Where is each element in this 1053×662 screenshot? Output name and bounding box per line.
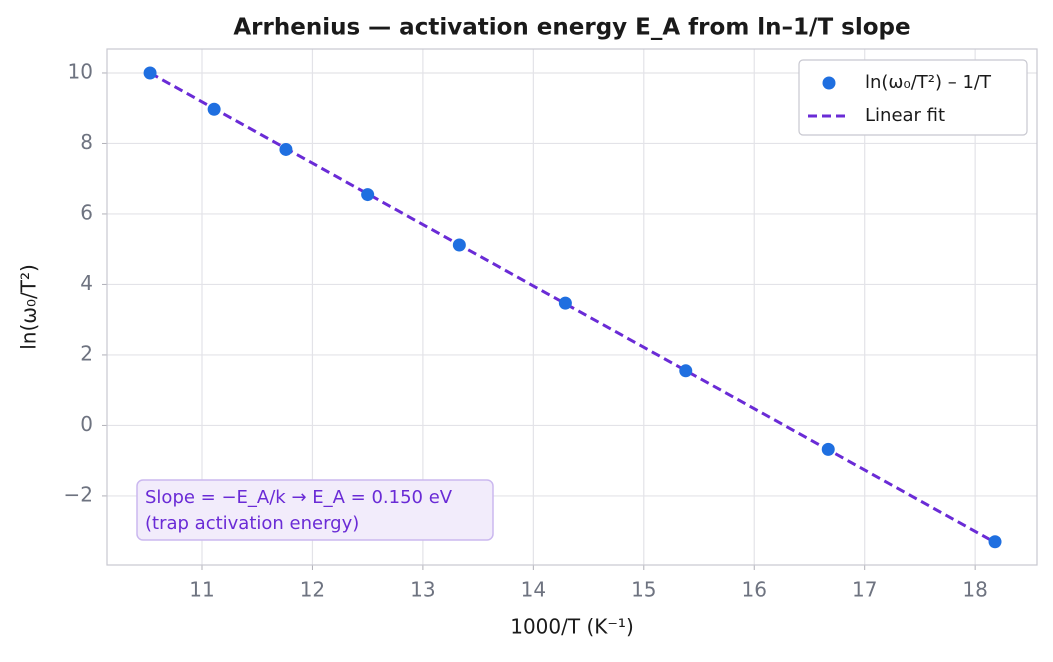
legend-label: ln(ω₀/T²) – 1/T [865, 72, 992, 93]
x-tick-label: 12 [300, 578, 325, 602]
data-point [821, 442, 835, 456]
x-tick-label: 15 [631, 578, 656, 602]
data-point [558, 296, 572, 310]
data-point [988, 535, 1002, 549]
legend: ln(ω₀/T²) – 1/T Linear fit [798, 59, 1028, 136]
y-tick-label: 4 [80, 271, 93, 295]
y-tick-label: 2 [80, 341, 93, 365]
y-tick-label: −2 [64, 482, 93, 506]
x-tick-label: 13 [410, 578, 435, 602]
chart-title: Arrhenius — activation energy E_A from l… [233, 15, 910, 41]
x-axis-label: 1000/T (K⁻¹) [510, 615, 634, 639]
x-tick-label: 14 [521, 578, 546, 602]
legend-box [798, 59, 1028, 136]
x-tick-label: 11 [189, 578, 214, 602]
annotation-box [136, 479, 494, 541]
data-point [207, 102, 221, 116]
x-tick-label: 18 [962, 578, 987, 602]
y-tick-label: 6 [80, 200, 93, 224]
y-axis-label: ln(ω₀/T²) [17, 264, 41, 350]
y-tick-label: 8 [80, 130, 93, 154]
data-point [143, 66, 157, 80]
y-tick-label: 10 [68, 59, 93, 83]
data-point [452, 238, 466, 252]
legend-label: Linear fit [865, 105, 945, 126]
data-point [361, 188, 375, 202]
annotation-text: Slope = −E_A/k → E_A = 0.150 eV [145, 487, 453, 508]
data-point [679, 364, 693, 378]
x-tick-label: 17 [852, 578, 877, 602]
annotation-text: (trap activation energy) [145, 513, 359, 534]
plot-frame [106, 48, 1038, 566]
x-tick-label: 16 [742, 578, 767, 602]
legend-swatch [822, 76, 836, 90]
y-tick-label: 0 [80, 412, 93, 436]
data-point [279, 142, 293, 156]
